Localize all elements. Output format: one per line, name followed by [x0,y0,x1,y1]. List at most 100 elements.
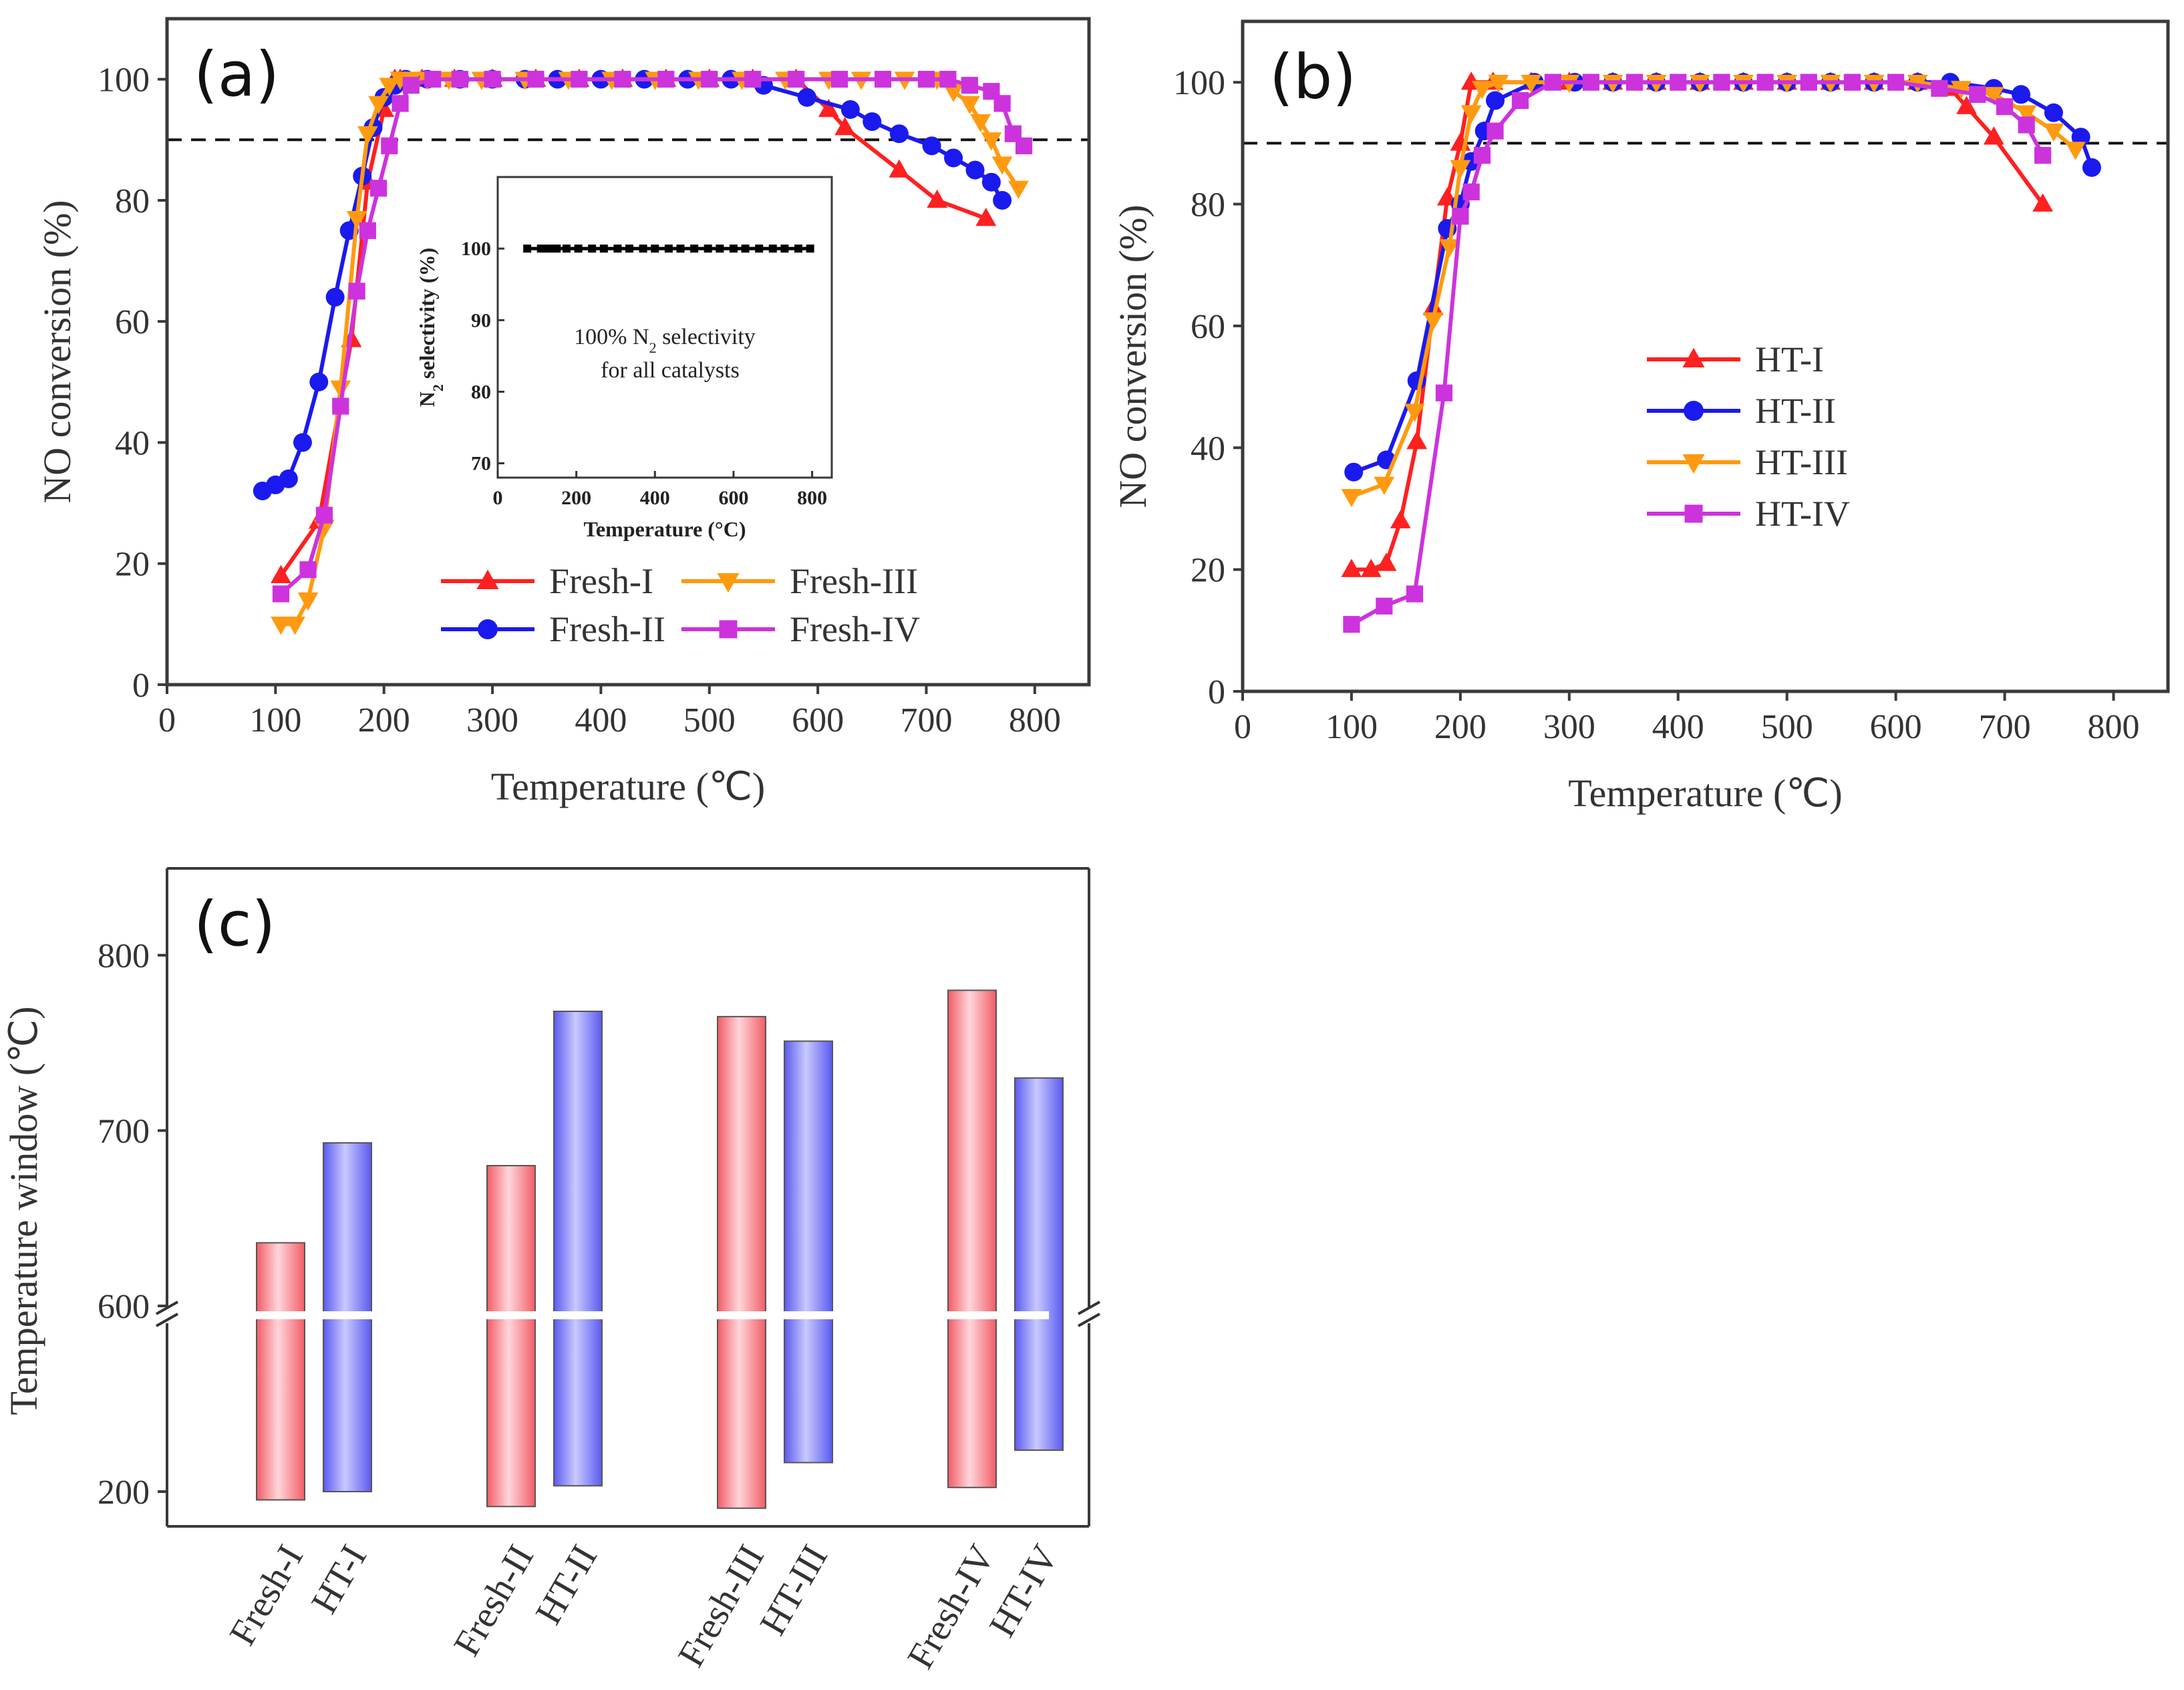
y-tick-label-700: 700 [98,1113,150,1151]
y-tick-label-80: 80 [115,182,150,220]
category-label-HT-I: HT-I [303,1538,375,1621]
legend-label-HT-III: HT-III [1755,442,1848,482]
inset-x-axis-label: Temperature (°C) [584,517,746,541]
category-label-Fresh-III: Fresh-III [670,1538,772,1674]
x-tick-label-500: 500 [683,701,736,739]
point-HT-IV-18 [1931,79,1948,97]
point-Fresh-IV-22 [917,71,935,88]
y-tick-label-20: 20 [1191,552,1225,590]
series-line-HT-I [1351,80,2045,572]
inset-note-sub: 2 [649,339,657,356]
point-Fresh-IV-2 [315,506,333,524]
category-label-HT-III: HT-III [752,1538,836,1643]
category-label-Fresh-IV: Fresh-IV [899,1538,1003,1676]
legend-marker-HT-I [1682,347,1705,367]
point-HT-IV-1 [1376,597,1393,615]
point-HT-IV-15 [1800,73,1817,91]
point-Fresh-III-25 [943,83,964,102]
inset-note-line1: 100% N2 selectivity [574,325,756,356]
legend-label-HT-I: HT-I [1755,339,1824,379]
point-Fresh-IV-18 [744,71,762,88]
point-Fresh-IV-12 [484,71,501,88]
inset-x-tick-label-200: 200 [561,487,591,509]
point-Fresh-II-3 [293,433,312,452]
x-tick-label-300: 300 [466,701,518,739]
inset-point-22 [794,244,802,253]
x-tick-label-600: 600 [1870,708,1922,746]
point-Fresh-III-5 [346,210,367,230]
x-tick-label-0: 0 [1234,708,1251,746]
point-HT-IV-20 [1996,98,2014,116]
panel-1: 0 100 200 300 400 500 600 700 800 0 20 40 60 80 100 Tem… [1111,19,2170,815]
y-axis-label: NO conversion (%) [1111,204,1154,508]
point-Fresh-IV-16 [657,71,675,88]
point-HT-III-1 [1374,476,1395,496]
inset-point-1 [536,244,545,253]
y-tick-label-100: 100 [98,61,150,100]
point-Fresh-IV-8 [392,95,409,112]
panel-label: (c) [194,888,275,960]
point-Fresh-IV-19 [788,71,805,88]
inset-point-16 [716,244,724,253]
point-Fresh-III-0 [271,617,291,635]
point-Fresh-III-28 [981,132,1002,151]
point-Fresh-III-2 [297,592,319,611]
point-Fresh-III-3 [314,520,335,538]
point-Fresh-IV-20 [830,71,848,88]
point-HT-III-5 [1450,160,1471,178]
category-label-HT-II: HT-II [528,1538,605,1632]
point-Fresh-IV-0 [272,585,290,603]
x-tick-label-400: 400 [1652,708,1704,746]
legend-marker-Fresh-III [717,573,740,593]
series-Fresh-IV [272,71,1033,603]
panel-0: 0 100 200 300 400 500 600 700 800020406080100Tem… [35,17,1091,808]
inset-frame [496,176,833,479]
bar-Fresh-I [256,1242,305,1501]
inset-point-7 [599,244,608,253]
point-Fresh-IV-17 [701,71,718,88]
x-tick-label-600: 600 [792,701,844,739]
point-Fresh-II-29 [981,172,1001,192]
point-Fresh-IV-3 [332,397,349,415]
point-Fresh-I-18 [834,117,856,136]
point-HT-IV-14 [1756,73,1774,91]
inset-note-post: selectivity [657,325,756,349]
bar-Fresh-III [717,1015,766,1509]
inset-point-11 [651,244,659,253]
point-Fresh-IV-6 [369,180,387,197]
point-HT-III-4 [1439,239,1460,258]
point-Fresh-III-6 [357,126,378,145]
inset-x-tick-label-800: 800 [797,487,827,509]
point-Fresh-II-24 [863,112,882,132]
break-mark-0-b [156,1313,178,1327]
point-Fresh-IV-4 [348,283,365,300]
inset-point-10 [639,244,647,253]
bar-HT-III [784,1040,833,1464]
inset-ylabel-pre: N [415,391,439,407]
bar-Fresh-IV [947,989,997,1488]
inset-point-15 [704,244,712,253]
category-label-Fresh-I: Fresh-I [222,1538,312,1653]
point-Fresh-I-20 [927,189,948,208]
y-tick-label-200: 200 [98,1474,150,1512]
point-Fresh-IV-24 [961,77,979,94]
x-axis-label: Temperature (℃) [491,765,765,808]
axis-break-band [207,1311,1049,1319]
point-Fresh-IV-15 [614,71,631,88]
inset-ylabel-sub: 2 [430,384,446,391]
x-tick-label-100: 100 [1325,708,1378,746]
point-Fresh-III-27 [970,114,991,133]
legend-label-Fresh-IV: Fresh-IV [790,609,920,649]
inset-x-tick-label-600: 600 [718,487,748,509]
point-HT-II-23 [2082,158,2101,177]
point-HT-IV-7 [1487,122,1504,140]
point-HT-IV-9 [1544,73,1561,91]
legend: HT-I HT-II HT-III HT-IV [1647,339,1850,534]
point-Fresh-I-19 [889,159,910,178]
point-HT-IV-13 [1713,73,1730,91]
inset-point-0 [523,244,532,253]
inset-point-2 [544,244,553,253]
y-tick-label-0: 0 [1208,673,1225,711]
point-HT-IV-2 [1406,585,1424,603]
legend-marker-HT-IV [1684,504,1703,523]
